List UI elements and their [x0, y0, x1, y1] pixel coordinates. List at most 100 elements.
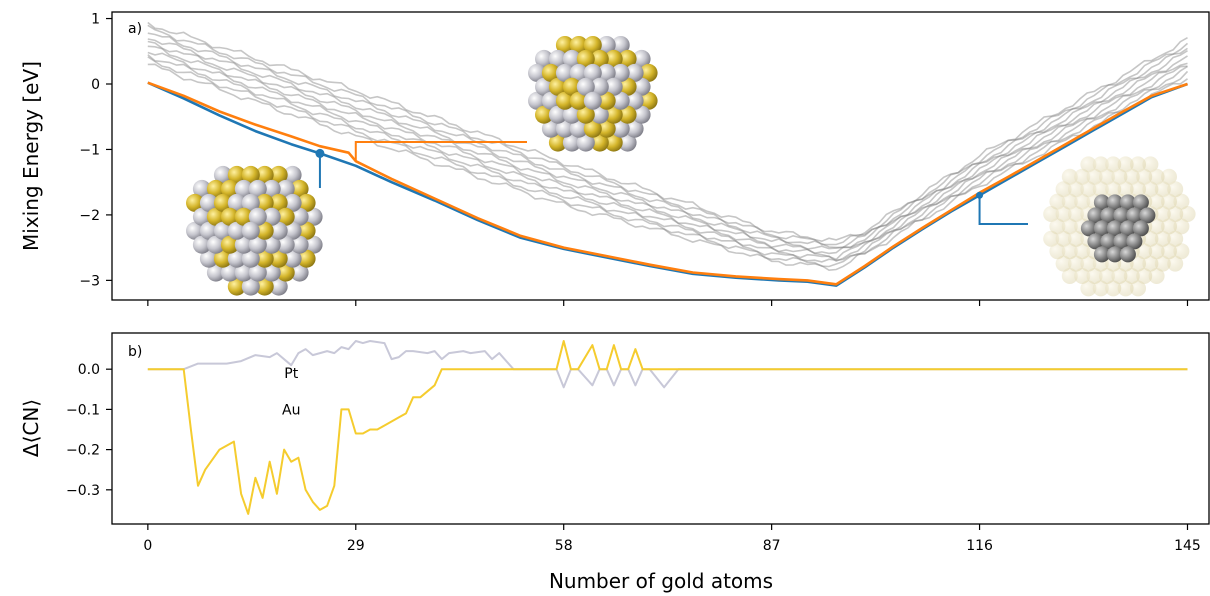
atom — [1061, 218, 1078, 235]
atom — [1105, 280, 1122, 297]
gray-line — [147, 54, 1188, 263]
data-marker — [976, 191, 984, 199]
atom — [290, 207, 309, 226]
atom — [583, 63, 602, 82]
x-tick-label: 116 — [966, 538, 993, 554]
x-axis-label: Number of gold atoms — [549, 569, 773, 593]
atom — [1043, 230, 1060, 247]
connector-line — [354, 141, 527, 162]
atom — [1087, 207, 1104, 224]
atom — [1068, 255, 1084, 272]
atom — [632, 105, 651, 124]
atom — [590, 105, 609, 124]
atom — [290, 179, 309, 198]
atom — [241, 193, 260, 212]
atom — [569, 91, 588, 110]
atom — [1100, 207, 1117, 224]
atom — [625, 119, 644, 138]
atom — [297, 221, 316, 240]
atom — [1106, 246, 1123, 263]
panel-a: 1 0 −1 −2 −3 a) Mixing Energy [eV] — [19, 11, 1210, 306]
atom — [1123, 268, 1140, 284]
atom — [283, 221, 302, 240]
x-tick-label: 58 — [555, 538, 573, 554]
atom — [1142, 181, 1159, 198]
atom — [548, 77, 567, 96]
panel-b: Pt Au 0.0 −0.1 −0.2 −0.3 0 29 58 87 116 145 b) Δ⟨C… — [19, 332, 1210, 593]
atom — [1068, 206, 1084, 222]
x-tick-label: 0 — [143, 538, 152, 554]
atom — [269, 249, 288, 268]
atom — [625, 91, 644, 110]
atom — [604, 77, 623, 96]
atom — [555, 63, 574, 82]
atom — [206, 207, 225, 226]
atom — [269, 165, 288, 184]
atom — [206, 179, 225, 198]
atom — [562, 49, 581, 68]
atom — [1167, 206, 1184, 222]
atom — [262, 235, 281, 254]
x-tick-label: 29 — [347, 538, 365, 554]
y-tick-label: −0.2 — [66, 443, 100, 459]
atom — [1130, 280, 1146, 297]
atom — [1111, 168, 1128, 185]
atom — [1148, 218, 1165, 235]
atom — [1167, 230, 1184, 247]
atom — [199, 193, 218, 212]
atom — [234, 263, 253, 282]
atom — [583, 119, 602, 138]
au-series-line — [147, 340, 1188, 515]
atom — [255, 249, 274, 268]
atom — [1061, 168, 1078, 185]
atom — [283, 193, 302, 212]
atom — [541, 119, 560, 138]
atom — [639, 91, 658, 110]
atom — [583, 91, 602, 110]
atom — [1061, 243, 1078, 260]
panel-b-label: b) — [128, 344, 142, 360]
atom — [213, 193, 232, 212]
atom — [1161, 168, 1177, 185]
atom — [1136, 268, 1153, 284]
atom — [220, 179, 239, 198]
atom — [262, 263, 281, 282]
atom — [569, 119, 588, 138]
atom — [1105, 156, 1122, 173]
atom — [1117, 156, 1134, 173]
nanoparticle-pt-core-au-shell — [1043, 156, 1196, 297]
atom — [1136, 168, 1153, 185]
atom — [220, 263, 239, 282]
atom — [248, 207, 267, 226]
atom — [1049, 218, 1066, 235]
atom — [255, 193, 274, 212]
gray-line — [147, 56, 1189, 268]
atom — [576, 77, 595, 96]
atom — [269, 221, 288, 240]
panel-b-frame — [111, 332, 1210, 525]
atom — [192, 207, 211, 226]
nanoparticle-au-pt-mixed-blue — [186, 165, 323, 296]
atom — [604, 105, 623, 124]
atom — [1167, 255, 1184, 272]
gray-line — [147, 21, 1188, 243]
atom — [255, 277, 274, 296]
orange-series-line — [147, 81, 1188, 286]
atom — [562, 105, 581, 124]
atom — [234, 235, 253, 254]
atom — [227, 221, 246, 240]
atom — [611, 63, 630, 82]
atom — [186, 221, 204, 240]
atom — [569, 63, 588, 82]
gray-line — [147, 63, 1188, 272]
atom — [1126, 207, 1143, 224]
atom — [1119, 194, 1136, 211]
y-tick-label: 1 — [91, 12, 100, 28]
atom — [262, 179, 281, 198]
atom — [304, 235, 323, 254]
atom — [528, 63, 546, 82]
atom — [1173, 218, 1190, 235]
atom — [234, 179, 253, 198]
nanoparticle-au-pt-mixed-orange — [528, 36, 658, 152]
